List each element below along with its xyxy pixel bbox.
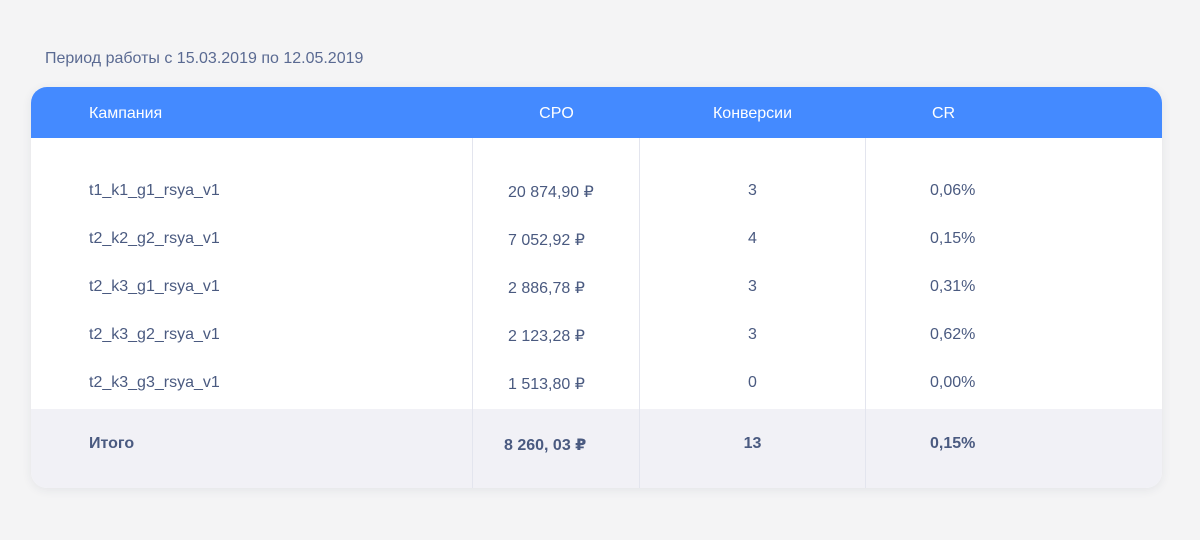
total-label: Итого (89, 435, 135, 452)
cr-value: 0,62% (930, 326, 976, 343)
conversions-value: 3 (748, 326, 757, 343)
campaign-table: Кампания CPO Конверсии CR t1_k1_g1_rsya_… (31, 87, 1162, 488)
table-row: t2_k2_g2_rsya_v1 7 052,92 ₽ 4 0,15% (31, 216, 1162, 264)
total-cpo: 8 260, 03 ₽ (504, 437, 587, 454)
campaign-name: t2_k3_g2_rsya_v1 (89, 326, 220, 343)
total-conversions: 13 (743, 435, 762, 452)
header-conversions[interactable]: Конверсии (712, 105, 793, 122)
total-row: Итого 8 260, 03 ₽ 13 0,15% (31, 409, 1162, 488)
column-divider (865, 409, 866, 488)
header-campaign[interactable]: Кампания (89, 105, 163, 122)
cr-value: 0,15% (930, 230, 976, 247)
column-divider (472, 409, 473, 488)
table-row: t1_k1_g1_rsya_v1 20 874,90 ₽ 3 0,06% (31, 168, 1162, 216)
cpo-value: 7 052,92 ₽ (508, 232, 585, 249)
period-caption: Период работы с 15.03.2019 по 12.05.2019 (45, 50, 364, 67)
conversions-value: 0 (748, 374, 757, 391)
table-row: t2_k3_g2_rsya_v1 2 123,28 ₽ 3 0,62% (31, 312, 1162, 360)
conversions-value: 3 (748, 182, 757, 199)
table-row: t2_k3_g1_rsya_v1 2 886,78 ₽ 3 0,31% (31, 264, 1162, 312)
column-divider (639, 138, 640, 488)
campaign-name: t2_k3_g1_rsya_v1 (89, 278, 220, 295)
campaign-name: t2_k3_g3_rsya_v1 (89, 374, 220, 391)
cpo-value: 1 513,80 ₽ (508, 376, 585, 393)
column-divider (472, 138, 473, 488)
conversions-value: 4 (748, 230, 757, 247)
cpo-value: 2 886,78 ₽ (508, 280, 585, 297)
conversions-value: 3 (748, 278, 757, 295)
cr-value: 0,06% (930, 182, 976, 199)
cr-value: 0,31% (930, 278, 976, 295)
cr-value: 0,00% (930, 374, 976, 391)
header-cr[interactable]: CR (932, 105, 956, 122)
campaign-name: t1_k1_g1_rsya_v1 (89, 182, 220, 199)
header-cpo[interactable]: CPO (539, 105, 574, 122)
column-divider (865, 138, 866, 488)
cpo-value: 2 123,28 ₽ (508, 328, 585, 345)
campaign-name: t2_k2_g2_rsya_v1 (89, 230, 220, 247)
cpo-value: 20 874,90 ₽ (508, 184, 594, 201)
total-cr: 0,15% (930, 435, 976, 452)
table-header: Кампания CPO Конверсии CR (31, 87, 1162, 138)
table-row: t2_k3_g3_rsya_v1 1 513,80 ₽ 0 0,00% (31, 360, 1162, 408)
column-divider (639, 409, 640, 488)
